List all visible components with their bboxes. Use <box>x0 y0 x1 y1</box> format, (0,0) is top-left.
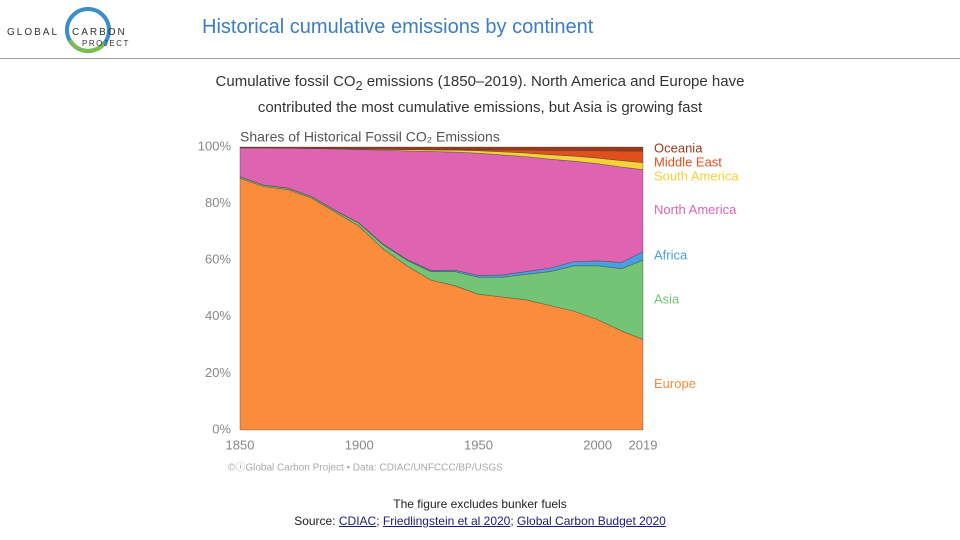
y-tick-label: 80% <box>205 195 231 210</box>
divider <box>0 58 960 59</box>
subtitle-text: emissions (1850–2019). North America and… <box>257 73 745 116</box>
legend-label: Africa <box>654 247 688 262</box>
logo-arc <box>68 38 106 53</box>
logo-text: CARBON <box>72 27 127 38</box>
subtitle: Cumulative fossil CO2 emissions (1850–20… <box>180 71 780 119</box>
legend-label: North America <box>654 202 737 217</box>
chart-source: ©ⓘGlobal Carbon Project • Data: CDIAC/UN… <box>228 462 503 474</box>
source-link[interactable]: CDIAC <box>338 514 377 528</box>
legend-label: Middle East <box>654 155 722 170</box>
x-tick-label: 1850 <box>226 437 255 452</box>
logo-text: GLOBAL <box>7 27 59 38</box>
legend-label: South America <box>654 169 739 184</box>
source-link[interactable]: Friedlingstein et al 2020 <box>382 514 511 528</box>
separator: ; <box>376 514 380 528</box>
separator: ; <box>510 514 514 528</box>
footer-source: Source: CDIAC; Friedlingstein et al 2020… <box>180 513 780 530</box>
y-tick-label: 60% <box>205 252 231 267</box>
subtitle-subscript: 2 <box>355 79 363 93</box>
source-label: Source: <box>294 514 336 528</box>
x-tick-label: 1900 <box>345 437 374 452</box>
subtitle-text: Cumulative fossil CO <box>215 73 356 90</box>
y-tick-label: 100% <box>198 138 232 153</box>
legend-label: Oceania <box>654 141 703 156</box>
footer-note: The figure excludes bunker fuels <box>393 497 567 511</box>
legend-label: Europe <box>654 376 696 391</box>
slide-title: Historical cumulative emissions by conti… <box>202 16 594 38</box>
chart-title: Shares of Historical Fossil CO₂ Emission… <box>240 129 500 145</box>
x-tick-label: 2019 <box>629 437 658 452</box>
y-tick-label: 20% <box>205 365 231 380</box>
y-tick-label: 40% <box>205 308 231 323</box>
logo-text: PROJECT <box>82 39 130 48</box>
source-link[interactable]: Global Carbon Budget 2020 <box>517 514 666 528</box>
footer: The figure excludes bunker fuels Source:… <box>180 496 780 530</box>
area <box>239 146 644 152</box>
logo: GLOBAL CARBON PROJECT <box>7 7 130 53</box>
y-tick-label: 0% <box>212 421 231 436</box>
x-tick-label: 1950 <box>464 437 493 452</box>
legend-label: Asia <box>654 291 680 306</box>
x-tick-label: 2000 <box>583 437 612 452</box>
